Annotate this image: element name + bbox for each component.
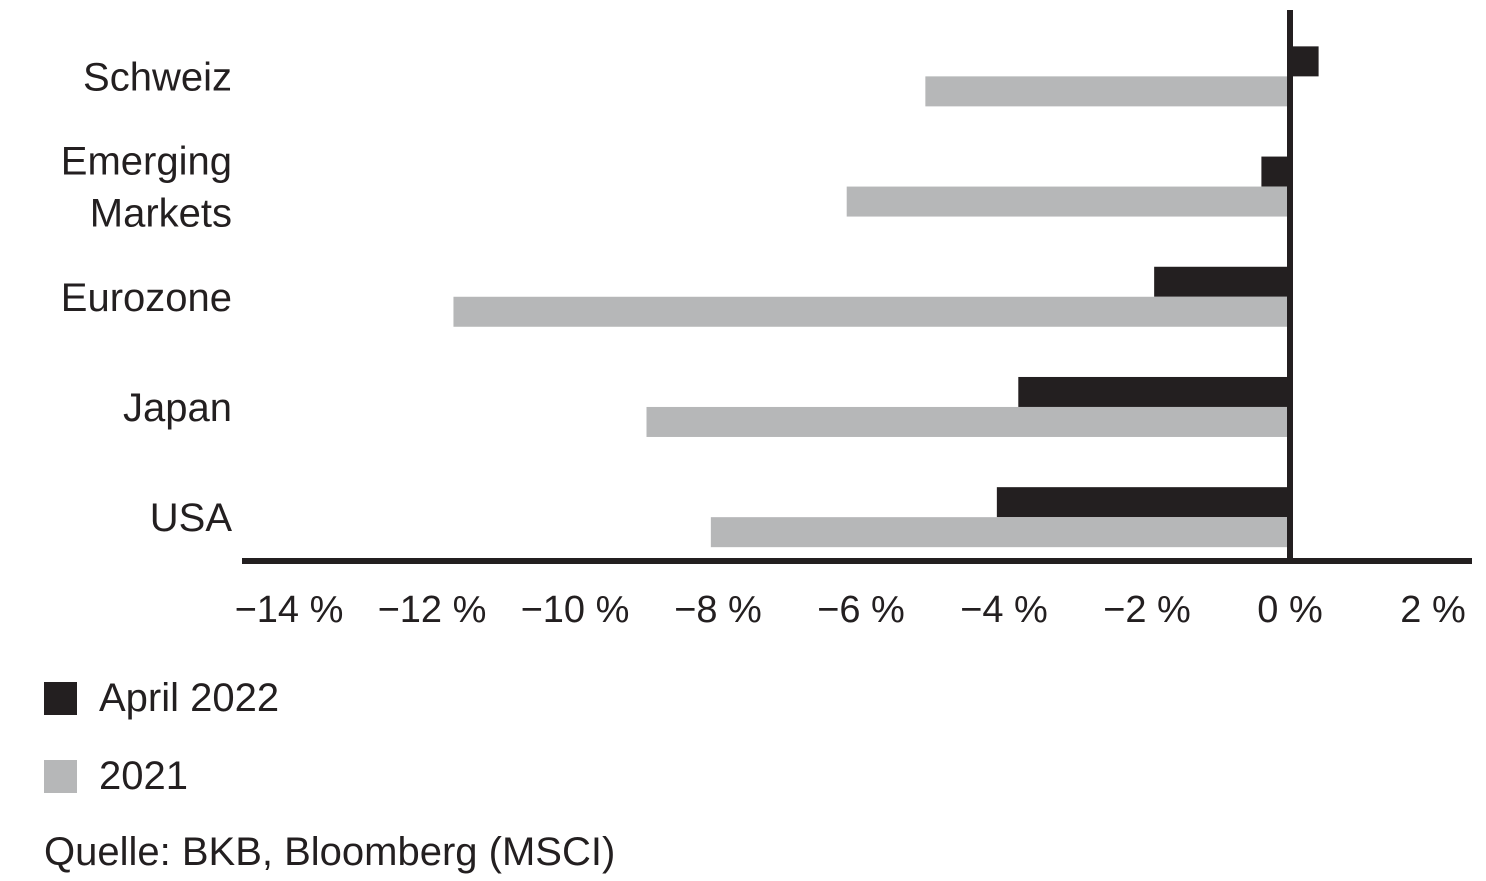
x-tick-label: −14 %	[235, 589, 344, 631]
x-tick-label: −2 %	[1103, 589, 1191, 631]
x-tick-label: −4 %	[960, 589, 1048, 631]
source-note: Quelle: BKB, Bloomberg (MSCI)	[44, 830, 616, 874]
x-tick-label: 0 %	[1257, 589, 1322, 631]
bar-schweiz-2021	[925, 76, 1290, 107]
bar-eurozone-2021	[453, 296, 1290, 327]
bar-usa-2021	[710, 517, 1290, 548]
bar-usa-april-2022	[996, 487, 1290, 518]
category-label-schweiz: Schweiz	[83, 55, 232, 99]
bar-emerging-markets-2021	[846, 186, 1290, 217]
bar-schweiz-april-2022	[1290, 46, 1319, 77]
legend-item-april-2022: April 2022	[44, 668, 279, 728]
bar-japan-2021	[646, 406, 1290, 437]
legend-label-2021: 2021	[99, 754, 188, 798]
category-labels: Schweiz Emerging Markets Eurozone Japan USA	[61, 55, 233, 540]
bar-chart: Schweiz Emerging Markets Eurozone Japan USA −…	[61, 10, 1472, 631]
x-tick-label: −10 %	[521, 589, 630, 631]
category-label-usa: USA	[150, 496, 233, 540]
x-tick-labels: −14 % −12 % −10 % −8 % −6 % −4 % −2 % 0 % 2 %	[235, 589, 1466, 631]
bar-eurozone-april-2022	[1154, 266, 1290, 297]
bar-japan-april-2022	[1018, 376, 1290, 407]
legend-item-2021: 2021	[44, 746, 279, 806]
x-tick-label: 2 %	[1400, 589, 1465, 631]
legend: April 2022 2021	[44, 668, 279, 824]
bar-emerging-markets-april-2022	[1261, 156, 1290, 187]
category-label-emerging-markets: Emerging Markets	[61, 140, 232, 236]
x-tick-label: −6 %	[817, 589, 905, 631]
category-label-japan: Japan	[123, 386, 232, 430]
legend-swatch-april-2022	[44, 681, 77, 715]
legend-label-april-2022: April 2022	[99, 676, 280, 720]
x-tick-label: −12 %	[378, 589, 487, 631]
legend-swatch-2021	[44, 759, 77, 793]
category-label-eurozone: Eurozone	[61, 276, 232, 320]
bars-group	[453, 46, 1319, 548]
x-tick-label: −8 %	[674, 589, 762, 631]
